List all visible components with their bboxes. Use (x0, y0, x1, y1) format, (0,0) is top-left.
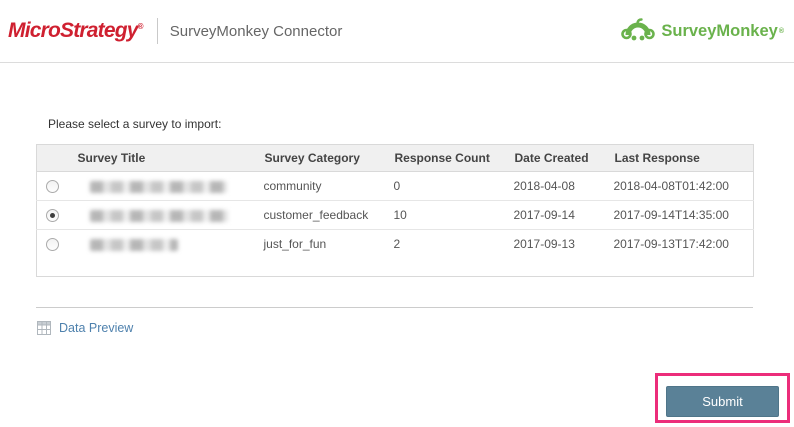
data-preview-label: Data Preview (59, 321, 134, 335)
surveymonkey-logo: SurveyMonkey ® (621, 18, 786, 44)
app-header: MicroStrategy® SurveyMonkey Connector Su… (0, 0, 794, 63)
data-preview-link[interactable]: Data Preview (37, 321, 133, 335)
microstrategy-logo: MicroStrategy® (8, 19, 144, 43)
surveymonkey-registered-mark: ® (778, 27, 784, 35)
response-count-cell: 10 (385, 200, 506, 230)
surveymonkey-logo-text: SurveyMonkey (661, 21, 778, 40)
survey-radio-cell (36, 171, 69, 201)
survey-title-redacted (89, 209, 228, 222)
select-survey-instruction: Please select a survey to import: (48, 117, 222, 131)
column-header-last-response: Last Response (605, 144, 754, 172)
survey-radio-cell (37, 230, 69, 259)
survey-radio-cell (36, 200, 69, 230)
survey-title-redacted (89, 239, 178, 252)
survey-title-redacted (89, 180, 227, 193)
last-response-cell: 2017-09-13T17:42:00 (613, 237, 729, 252)
date-created-cell: 2018-04-08 (505, 171, 606, 201)
annotation-highlight-box: Submit (655, 373, 790, 423)
last-response-cell: 2017-09-14T14:35:00 (605, 200, 754, 230)
table-row[interactable]: customer_feedback 10 2017-09-14 2017-09-… (36, 200, 754, 230)
column-header-survey-category: Survey Category (255, 144, 386, 172)
date-created-cell: 2017-09-14 (505, 200, 606, 230)
survey-radio-button[interactable] (46, 238, 60, 252)
survey-radio-button[interactable] (46, 180, 60, 194)
grid-table-icon (37, 321, 51, 335)
header-brand-left: MicroStrategy® SurveyMonkey Connector (8, 18, 342, 44)
date-created-cell: 2017-09-13 (513, 237, 575, 252)
column-header-survey-title: Survey Title (68, 144, 256, 172)
survey-title-cell (69, 230, 256, 259)
survey-category-cell: just_for_fun (263, 237, 327, 252)
column-header-date-created: Date Created (505, 144, 606, 172)
survey-title-cell (68, 171, 256, 201)
table-header-row: Survey Title Survey Category Response Co… (36, 144, 754, 172)
section-divider (36, 307, 753, 308)
table-row[interactable]: community 0 2018-04-08 2018-04-08T01:42:… (36, 171, 754, 201)
last-response-cell: 2018-04-08T01:42:00 (605, 171, 754, 201)
submit-button[interactable]: Submit (666, 386, 779, 417)
survey-table: Survey Title Survey Category Response Co… (36, 144, 754, 277)
column-header-response-count: Response Count (385, 144, 506, 172)
connector-title: SurveyMonkey Connector (169, 22, 343, 40)
table-row[interactable]: just_for_fun 2 2017-09-13 2017-09-13T17:… (37, 230, 754, 259)
radio-column-header (36, 144, 69, 172)
response-count-cell: 0 (385, 171, 506, 201)
microstrategy-logo-text: MicroStrategy (8, 19, 138, 42)
surveymonkey-logo-icon (621, 18, 656, 44)
header-vertical-divider (156, 18, 158, 44)
response-count-cell: 2 (393, 237, 401, 252)
table-empty-spacer (37, 259, 754, 277)
survey-title-cell (68, 200, 256, 230)
survey-category-cell: customer_feedback (255, 200, 386, 230)
microstrategy-registered-mark: ® (137, 22, 144, 31)
survey-radio-button[interactable] (46, 209, 60, 223)
survey-category-cell: community (255, 171, 386, 201)
